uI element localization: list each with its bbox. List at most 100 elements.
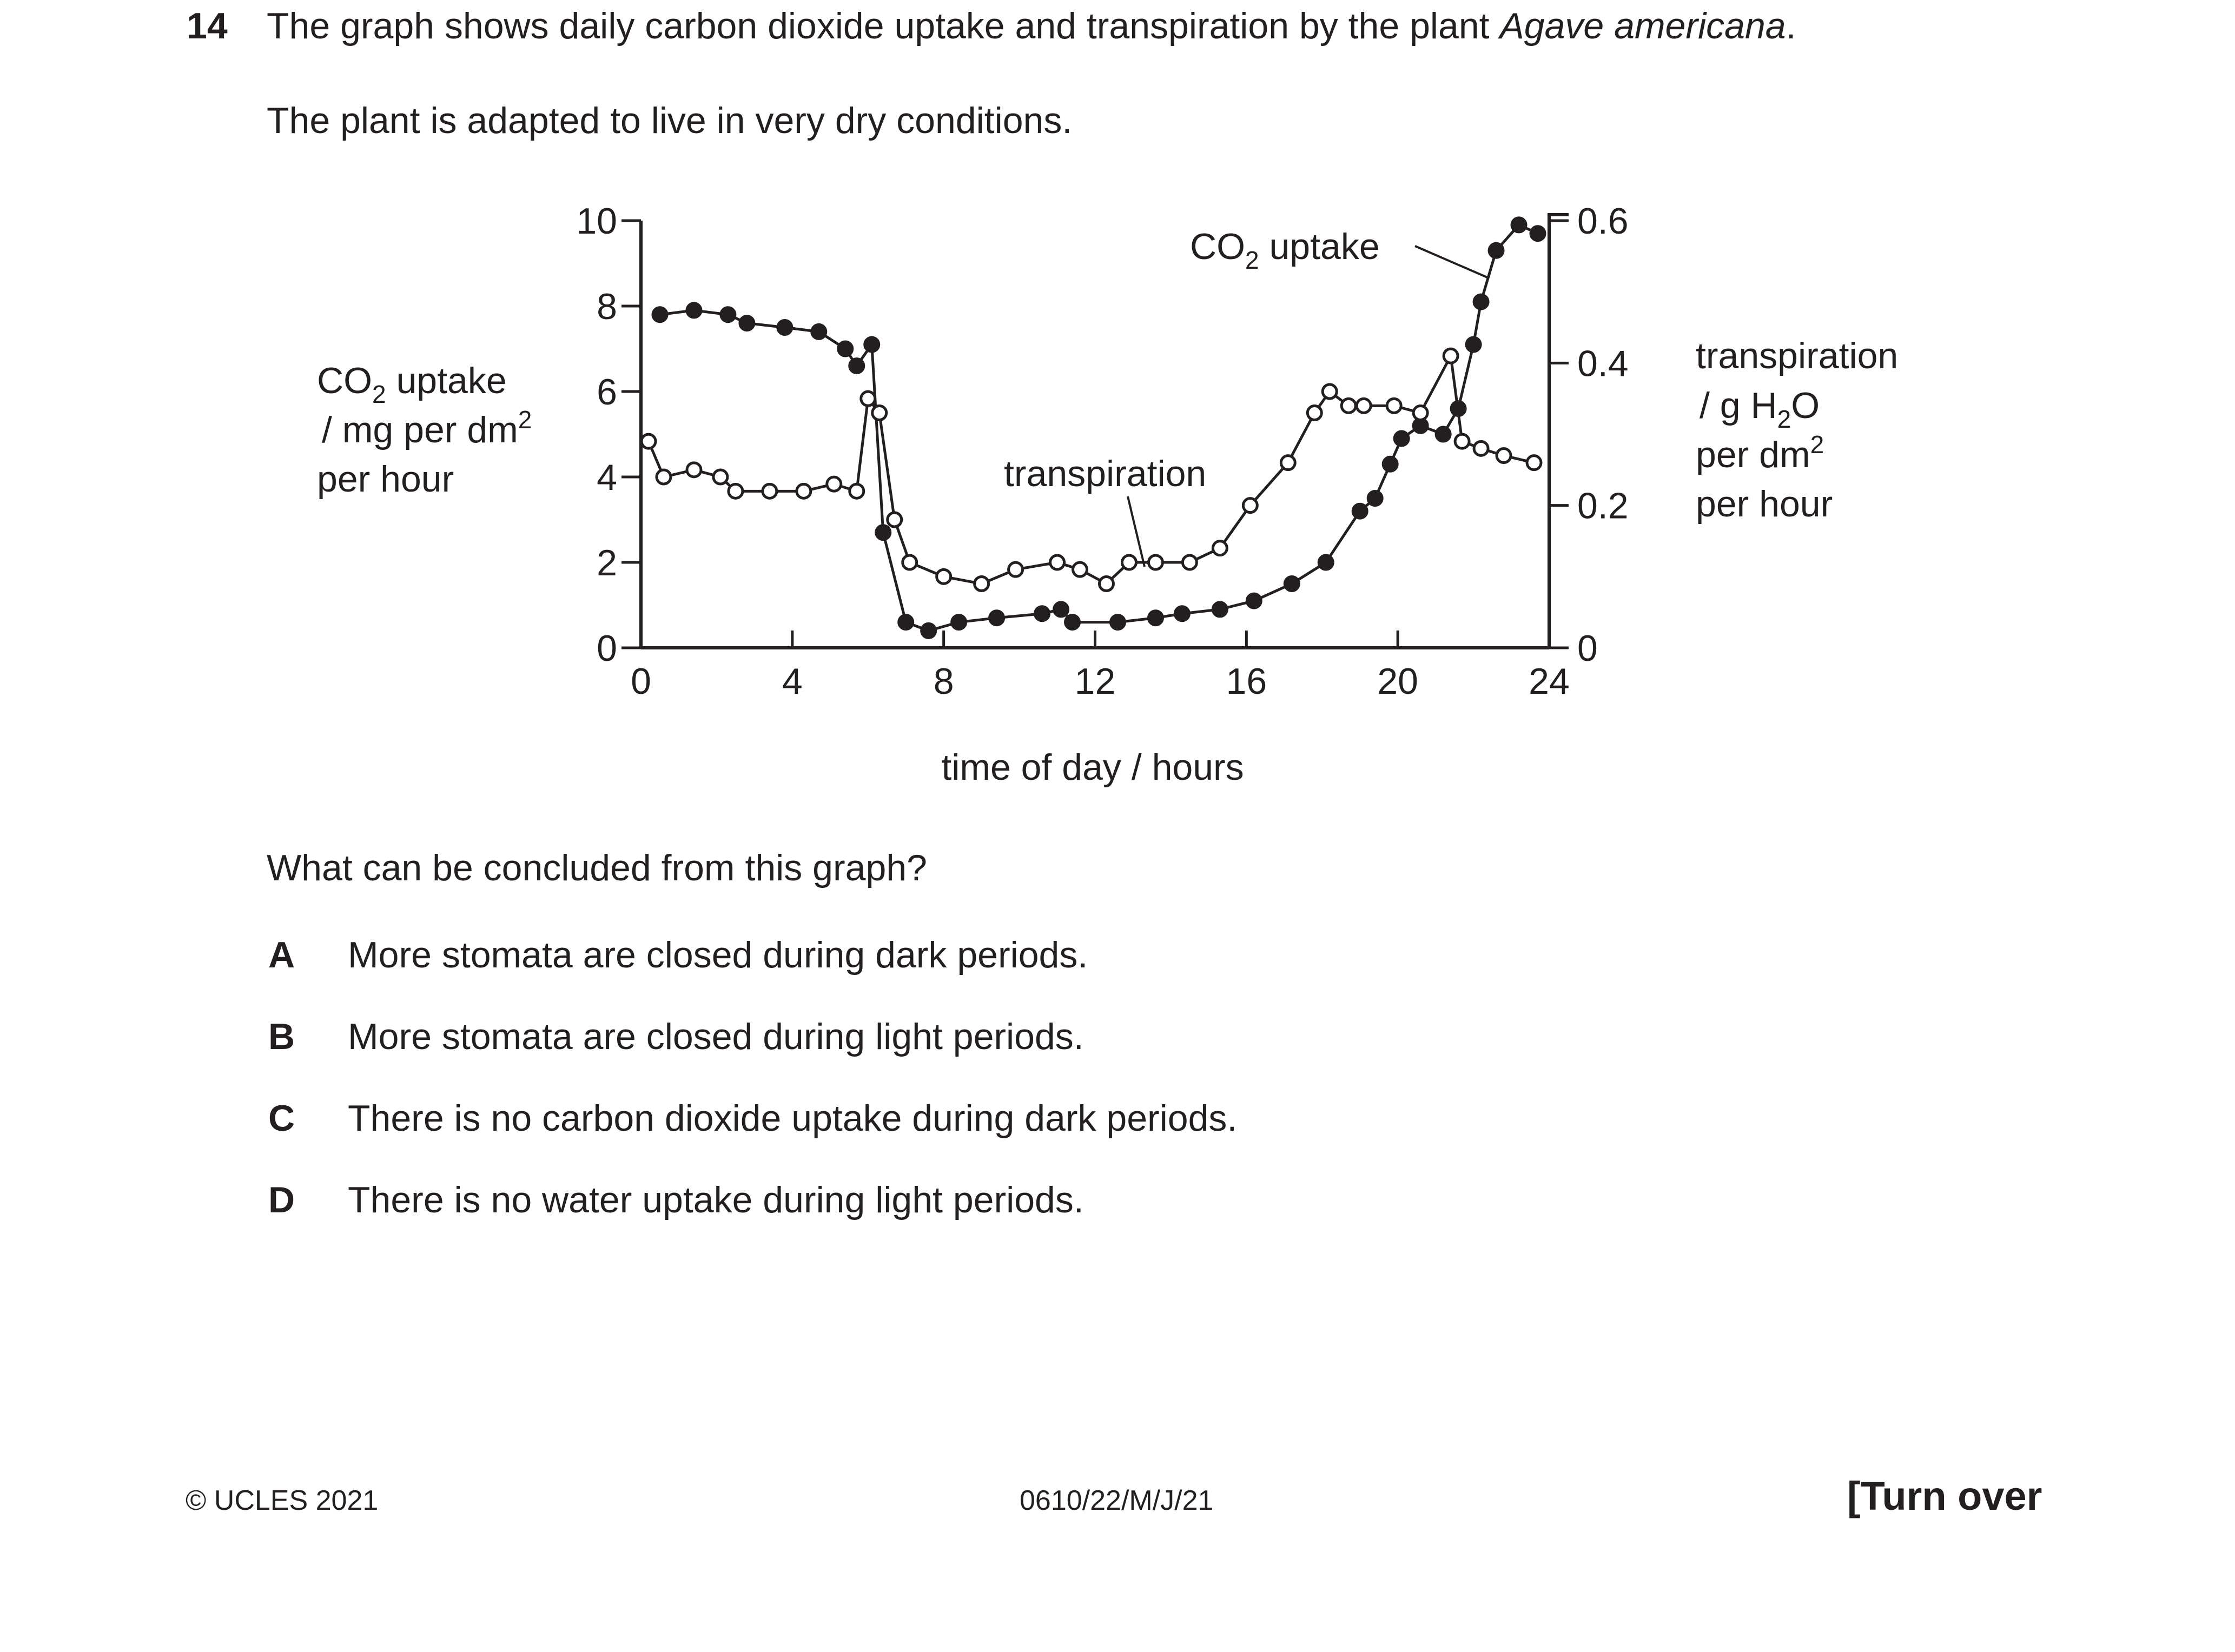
transpiration-point — [1241, 497, 1259, 514]
option-a-text[interactable]: More stomata are closed during dark peri… — [348, 934, 1088, 976]
question-number: 14 — [187, 5, 228, 47]
co2-uptake-point — [875, 524, 892, 541]
transpiration-point — [859, 390, 877, 407]
transpiration-point — [727, 482, 744, 500]
transpiration-point — [795, 482, 812, 500]
co2-uptake-point — [1434, 426, 1452, 443]
co2-uptake-point — [1173, 605, 1191, 622]
y-right-label-line2b: O — [1791, 385, 1820, 426]
stem-prefix: The graph shows daily carbon dioxide upt… — [267, 5, 1500, 47]
y-left-label-line1b: uptake — [386, 360, 507, 401]
x-tick-label: 24 — [1529, 661, 1570, 702]
y-right-label-line3a: per dm — [1696, 434, 1810, 475]
co2-uptake-point — [988, 609, 1006, 627]
y-left-tick-label: 2 — [597, 542, 617, 583]
co2-uptake-point — [1393, 430, 1410, 447]
co2-uptake-points — [651, 216, 1546, 639]
co2-uptake-point — [1472, 293, 1490, 310]
co2-uptake-point — [810, 323, 828, 340]
x-tick-label: 16 — [1226, 661, 1267, 702]
transpiration-point — [1279, 454, 1297, 472]
option-a-letter: A — [268, 934, 295, 976]
y-right-label-line4: per hour — [1696, 483, 1833, 525]
option-d-letter: D — [268, 1179, 295, 1220]
co2-uptake-point — [685, 302, 703, 319]
transpiration-point — [871, 404, 888, 421]
y-right-label-line1: transpiration — [1696, 335, 1898, 376]
option-c-text[interactable]: There is no carbon dioxide uptake during… — [348, 1098, 1238, 1139]
co2-uptake-point — [1245, 592, 1262, 609]
transpiration-point — [848, 482, 865, 500]
transpiration-point — [1049, 554, 1066, 571]
y-left-tick-label: 4 — [597, 457, 617, 498]
transpiration-point — [640, 433, 657, 450]
co2-uptake-point — [738, 315, 756, 332]
co2-uptake-line — [659, 223, 1539, 633]
y-left-label-line2a: / mg per dm — [322, 409, 518, 450]
y-right-tick-label: 0.2 — [1577, 486, 1629, 527]
transpiration-point — [1340, 397, 1357, 414]
co2-uptake-point — [1053, 601, 1070, 618]
transpiration-point — [1181, 554, 1198, 571]
footer-copyright: © UCLES 2021 — [186, 1485, 379, 1516]
option-d-text[interactable]: There is no water uptake during light pe… — [348, 1179, 1084, 1220]
question-context: The plant is adapted to live in very dry… — [267, 100, 1073, 141]
y-left-label-line3: per hour — [317, 459, 454, 500]
co2-uptake-point — [651, 306, 669, 323]
co2-uptake-point — [1317, 554, 1334, 571]
transpiration-point — [1442, 347, 1459, 364]
option-b-letter: B — [268, 1016, 295, 1057]
transpiration-points — [640, 347, 1543, 592]
transpiration-point — [1120, 554, 1138, 571]
option-b-text[interactable]: More stomata are closed during light per… — [348, 1016, 1084, 1057]
co2-uptake-point — [1487, 242, 1505, 259]
y-left-tick-label: 10 — [576, 201, 617, 242]
co2-uptake-point — [1351, 502, 1368, 520]
transpiration-series-label: transpiration — [1004, 453, 1206, 494]
y-right-tick-label: 0.6 — [1577, 201, 1629, 242]
transpiration-point — [1147, 554, 1164, 571]
co2-uptake-point — [863, 336, 881, 353]
co2-uptake-point — [1109, 614, 1126, 631]
y-left-tick-label: 0 — [597, 628, 617, 669]
stem-suffix: . — [1786, 5, 1796, 47]
co2-uptake-point — [1529, 225, 1546, 242]
co2-uptake-point — [1283, 575, 1300, 592]
species-name: Agave americana — [1499, 5, 1786, 47]
x-tick-label: 0 — [631, 661, 651, 702]
transpiration-point — [901, 554, 918, 571]
transpiration-point — [1211, 540, 1228, 557]
y-axis-right-label: transpiration / g H2O per dm2 per hour — [1696, 335, 1908, 525]
x-tick-label: 20 — [1377, 661, 1418, 702]
option-c-letter: C — [268, 1098, 295, 1139]
co2-uptake-point — [848, 357, 865, 375]
y-right-tick-label: 0.4 — [1577, 343, 1629, 384]
y-right-label-line2a: / g H — [1700, 385, 1777, 426]
co2-uptake-point — [1211, 601, 1228, 618]
y-axis-left-label: CO2 uptake / mg per dm2 per hour — [317, 360, 542, 500]
co2-uptake-point — [1450, 400, 1467, 417]
co2-uptake-point — [950, 614, 968, 631]
co2-uptake-point — [920, 622, 937, 639]
x-tick-label: 12 — [1075, 661, 1116, 702]
axis-ticks — [621, 219, 1569, 649]
transpiration-point — [1355, 397, 1372, 414]
x-tick-label: 8 — [934, 661, 954, 702]
y-right-label-sup: 2 — [1810, 430, 1824, 459]
transpiration-point — [886, 511, 903, 528]
transpiration-point — [712, 468, 729, 486]
turn-over-label: [Turn over — [1847, 1474, 2042, 1518]
co2-uptake-point — [897, 614, 915, 631]
transpiration-point — [1412, 404, 1429, 421]
transpiration-point — [1007, 561, 1024, 578]
transpiration-point — [1453, 433, 1471, 450]
co2-series-label: CO2 uptake — [1190, 226, 1380, 274]
x-axis-label: time of day / hours — [941, 747, 1244, 788]
transpiration-point — [685, 461, 703, 479]
y-left-tick-label: 8 — [597, 286, 617, 327]
co2-uptake-point — [1366, 490, 1384, 507]
x-tick-label: 4 — [782, 661, 803, 702]
co2-uptake-point — [776, 319, 794, 336]
